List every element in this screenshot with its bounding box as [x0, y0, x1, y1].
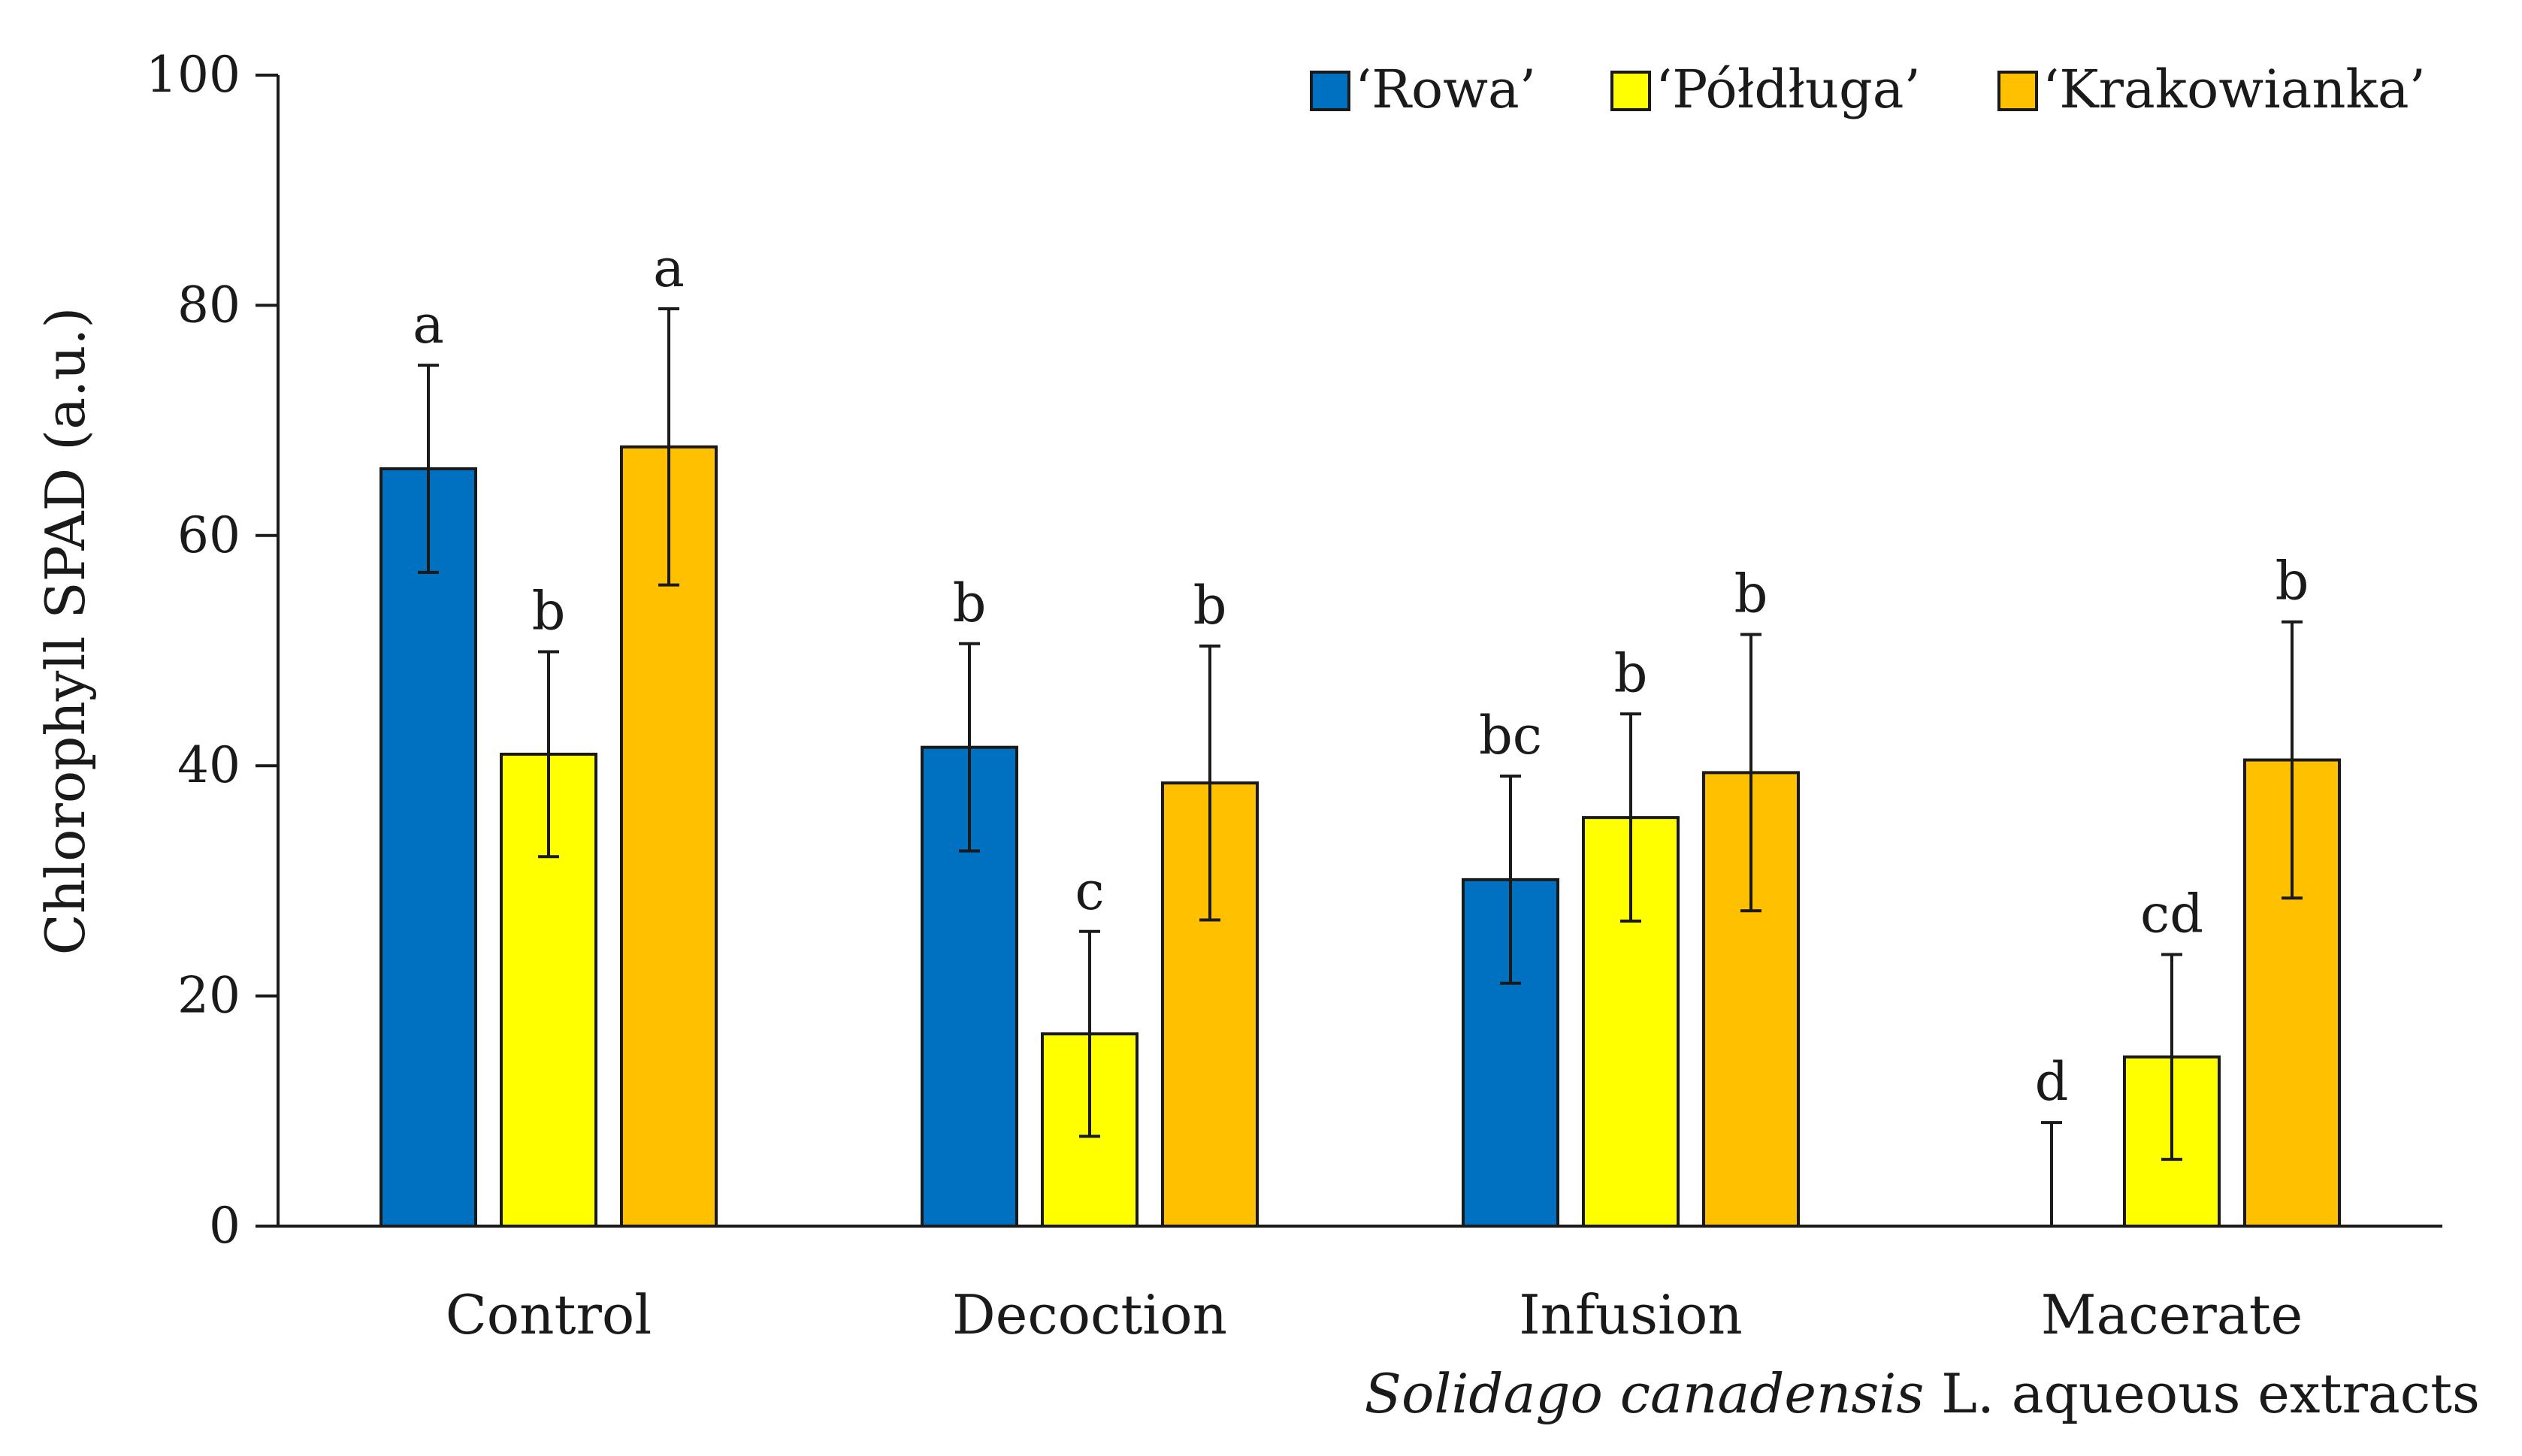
legend-swatch: [1310, 71, 1350, 111]
legend-item: ‘Rowa’: [1310, 59, 1536, 120]
error-bar: [658, 307, 679, 587]
error-bar: [1500, 774, 1521, 985]
y-tick-label: 40: [177, 736, 240, 794]
significance-letter: cd: [2140, 883, 2203, 944]
error-bar: [538, 650, 559, 859]
significance-letter: b: [1193, 575, 1227, 636]
axes: 0 20 40 60 80 100 Control Decoction Infusion Mace…: [146, 46, 2442, 1346]
legend-label: ‘Rowa’: [1355, 59, 1536, 120]
legend-label: ‘Półdługa’: [1656, 59, 1921, 120]
x-tick-label: Decoction: [952, 1283, 1227, 1346]
legend-swatch: [1997, 71, 2038, 111]
x-tick-label: Infusion: [1519, 1283, 1743, 1346]
error-bar: [1199, 644, 1220, 922]
significance-letter: b: [2276, 551, 2309, 612]
legend: ‘Rowa’ ‘Półdługa’ ‘Krakowianka’: [1310, 59, 2426, 120]
y-tick-label: 60: [177, 506, 240, 564]
error-bar: [2282, 620, 2303, 900]
significance-letter: d: [2035, 1051, 2069, 1113]
legend-item: ‘Krakowianka’: [1997, 59, 2426, 120]
error-bar: [959, 642, 980, 853]
y-tick-label: 0: [209, 1197, 240, 1255]
error-bar: [1740, 633, 1761, 913]
y-tick-label: 80: [177, 276, 240, 334]
y-tick-label: 100: [146, 46, 240, 104]
y-tick-label: 20: [177, 967, 240, 1025]
legend-item: ‘Półdługa’: [1610, 59, 1921, 120]
significance-letter: a: [413, 294, 444, 355]
y-axis-title: Chlorophyll SPAD (a.u.): [34, 307, 97, 956]
x-axis-title: Solidago canadensis L. aqueous extracts: [1365, 1362, 2480, 1425]
error-bars: [418, 307, 2303, 1226]
x-axis-title-rest: L. aqueous extracts: [1924, 1362, 2480, 1425]
bar: [380, 467, 477, 1228]
x-tick-label: Control: [446, 1283, 652, 1346]
significance-letter: b: [532, 581, 566, 642]
significance-letter: b: [1614, 642, 1648, 704]
significance-letter: a: [653, 237, 685, 299]
legend-swatch: [1610, 71, 1651, 111]
error-bar: [2161, 953, 2182, 1161]
error-bar: [1620, 712, 1641, 923]
significance-letter: b: [1734, 563, 1768, 625]
x-tick-label: Macerate: [2041, 1283, 2303, 1346]
bar: [921, 745, 1018, 1228]
error-bar: [2041, 1121, 2062, 1226]
significance-letter: b: [953, 572, 987, 634]
error-bar: [418, 364, 439, 574]
significance-letter: c: [1075, 860, 1104, 922]
error-bar: [1079, 929, 1100, 1138]
x-axis-title-species: Solidago canadensis: [1365, 1362, 1925, 1425]
legend-label: ‘Krakowianka’: [2043, 59, 2426, 120]
significance-letter: bc: [1479, 705, 1542, 766]
